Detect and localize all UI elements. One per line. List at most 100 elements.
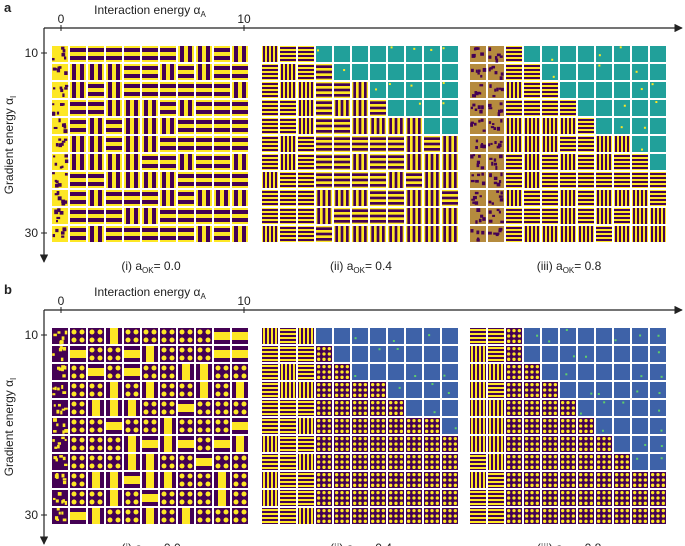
tile-dot <box>317 352 321 356</box>
tile-stripe <box>98 154 102 170</box>
tile <box>298 64 314 80</box>
tile-stripe <box>537 172 539 188</box>
tile-dot <box>363 496 368 500</box>
tile-dot <box>71 337 77 343</box>
tile-speck <box>62 518 67 522</box>
tile-dot <box>389 442 393 446</box>
tile-speck <box>62 227 67 231</box>
tile-dot <box>317 406 321 410</box>
tile <box>542 46 558 62</box>
tile-speck <box>477 173 481 177</box>
tile-dot <box>363 465 368 470</box>
tile-dot <box>435 478 440 482</box>
tile-dot <box>317 370 321 374</box>
tile-stripe <box>565 118 567 134</box>
tile-stripe <box>214 74 230 78</box>
tile-dot <box>371 401 375 405</box>
tile-dot <box>376 401 380 405</box>
tile-dot <box>133 383 139 389</box>
tile-speck <box>495 166 498 170</box>
tile-dot <box>317 419 321 423</box>
tile-stripe <box>262 87 278 89</box>
tile-dot <box>507 501 511 506</box>
tile-stripe <box>232 128 248 132</box>
tile-dot <box>389 514 393 518</box>
tile-dot <box>322 375 326 380</box>
tile-stripe <box>299 508 301 524</box>
tile-dot <box>133 427 139 433</box>
tile <box>298 418 314 434</box>
tile-stripe <box>601 136 603 152</box>
tile-dot <box>371 447 375 452</box>
tile-stripe <box>488 337 504 339</box>
tile-stripe <box>346 226 349 242</box>
tile-dot <box>322 370 326 374</box>
tile-dot <box>525 370 529 374</box>
tile-speck <box>496 182 501 187</box>
tile-dot <box>453 478 458 482</box>
tile-dot <box>376 519 380 523</box>
tile-dot <box>535 509 539 513</box>
tile <box>650 100 666 116</box>
tile-dot <box>571 411 575 416</box>
tile-stripe <box>262 365 278 367</box>
tile-dot <box>633 509 637 513</box>
tile-dot <box>335 401 339 405</box>
tile-stripe <box>280 491 296 493</box>
tile-stripe <box>280 481 296 483</box>
tile-stripe <box>569 208 571 224</box>
tile-dot <box>579 509 583 513</box>
tile-speck <box>475 145 478 150</box>
tile-speck <box>478 91 481 95</box>
tile-speck <box>59 455 63 458</box>
tile-dot <box>335 424 339 428</box>
tile <box>280 64 296 80</box>
tile <box>442 346 458 362</box>
tile-speck <box>52 111 55 116</box>
tile-stripe <box>506 235 522 237</box>
tile-dot <box>543 437 547 441</box>
tile-stripe <box>262 395 278 397</box>
tile <box>614 346 630 362</box>
tile-dot <box>430 442 434 446</box>
y-tick-label: 10 <box>25 328 39 342</box>
tile-stripe <box>406 184 422 187</box>
tile-stripe <box>497 400 499 416</box>
tile-stripe <box>412 136 416 152</box>
tile <box>370 346 386 362</box>
tile-stripe <box>488 387 504 389</box>
tile-speck <box>476 160 481 164</box>
tile-stripe <box>542 113 558 115</box>
tile-stripe <box>281 136 283 152</box>
tile-stripe <box>70 218 86 222</box>
tile-stripe <box>134 136 138 152</box>
tile-dot <box>561 473 565 477</box>
tile-dot <box>651 478 655 482</box>
tile-stripe <box>633 226 635 242</box>
tile-stripe <box>263 490 265 506</box>
tile <box>262 208 278 224</box>
tile-dot <box>430 424 434 428</box>
tile-dot <box>376 424 380 428</box>
tile-dot <box>394 496 398 500</box>
tile <box>650 190 666 206</box>
tile-dot <box>417 519 422 523</box>
tile-stripe <box>280 119 296 121</box>
tile-stripe <box>524 105 540 107</box>
tile-stripe <box>623 226 625 242</box>
tile-speck <box>494 141 497 145</box>
tile <box>524 82 540 98</box>
tile <box>406 346 422 362</box>
tile-stripe <box>578 149 594 151</box>
tile-stripe <box>88 92 104 96</box>
tile-spot <box>442 82 445 85</box>
tile-dot <box>335 388 339 392</box>
tile-stripe <box>298 137 314 139</box>
tile-stripe <box>311 118 313 134</box>
tile <box>406 328 422 344</box>
tile-stripe <box>515 118 517 134</box>
tile-stripe <box>358 154 362 170</box>
tile-dot <box>453 442 458 446</box>
tile-spot <box>640 148 643 151</box>
tile-dot <box>412 437 416 441</box>
